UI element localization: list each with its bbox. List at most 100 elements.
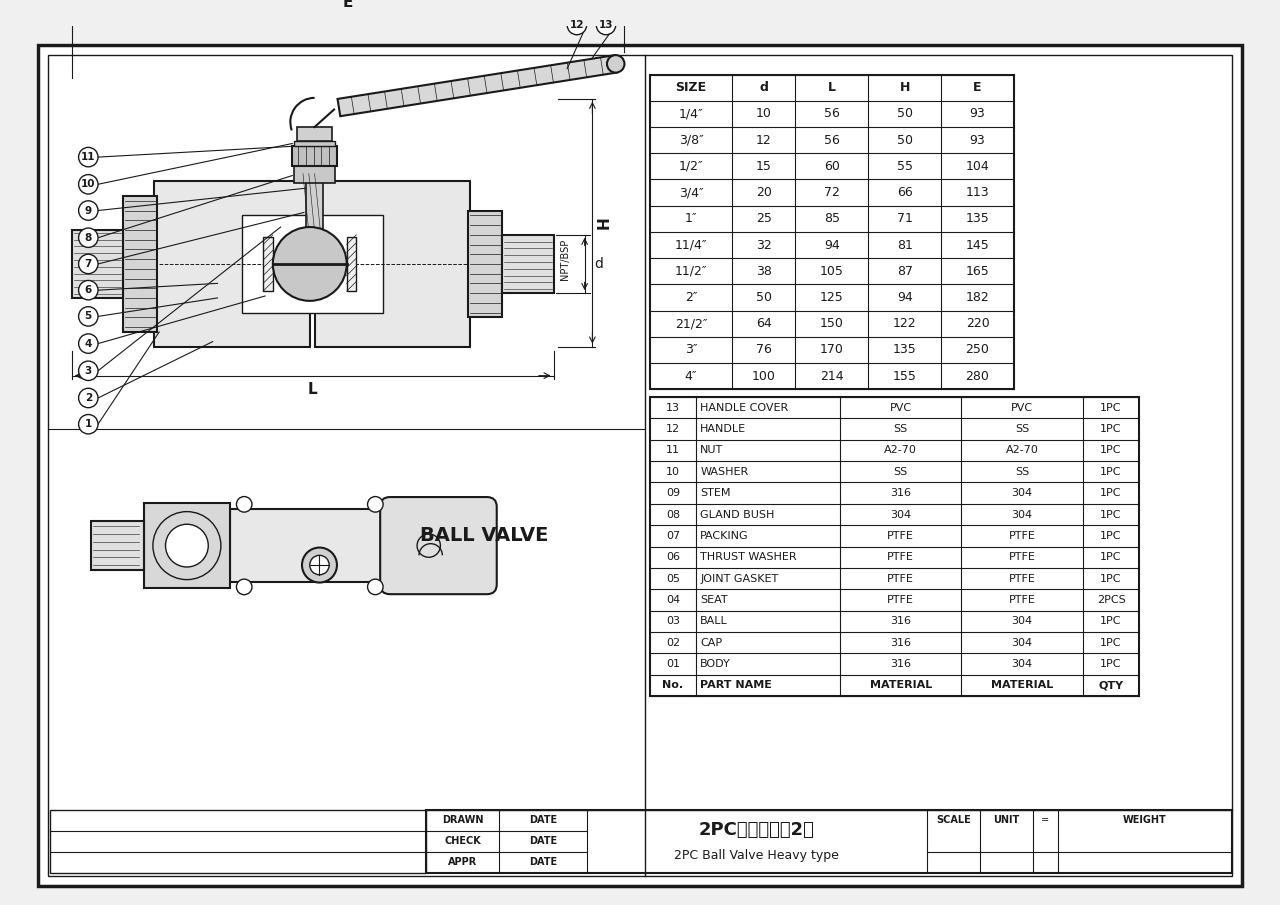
Text: =: = [1042,815,1050,825]
Text: 182: 182 [965,291,989,304]
Text: SCALE: SCALE [936,815,970,825]
Text: 1PC: 1PC [1101,424,1121,434]
Text: BALL VALVE: BALL VALVE [420,527,549,546]
Circle shape [78,175,99,194]
Text: 5: 5 [84,311,92,321]
Bar [294,166,335,184]
Circle shape [78,414,99,433]
Text: 94: 94 [824,239,840,252]
Text: 2″: 2″ [685,291,698,304]
Text: A2-70: A2-70 [1006,445,1038,455]
Text: MATERIAL: MATERIAL [869,681,932,691]
Text: 25: 25 [756,213,772,225]
Circle shape [273,227,347,300]
Text: 155: 155 [892,369,916,383]
Text: SEAT: SEAT [700,595,728,605]
Text: 2PC Ball Valve Heavy type: 2PC Ball Valve Heavy type [675,849,838,862]
Text: 11/2″: 11/2″ [675,265,708,278]
Text: 1PC: 1PC [1101,574,1121,584]
Text: WEIGHT: WEIGHT [1123,815,1167,825]
Bar [155,181,310,347]
Text: NPT/BSP: NPT/BSP [561,238,570,280]
Text: d: d [759,81,768,94]
Text: 20: 20 [756,186,772,199]
Circle shape [367,579,383,595]
Text: 71: 71 [897,213,913,225]
Text: 56: 56 [824,108,840,120]
Text: 1PC: 1PC [1101,616,1121,626]
Text: GLAND BUSH: GLAND BUSH [700,510,774,519]
Text: 12: 12 [570,20,584,30]
Text: 02: 02 [666,638,680,648]
Text: DRAWN: DRAWN [442,815,484,825]
Bar [123,196,157,332]
Text: A2-70: A2-70 [884,445,918,455]
Text: 11/4″: 11/4″ [675,239,708,252]
Text: E: E [343,0,353,10]
Text: 113: 113 [965,186,989,199]
Text: 1PC: 1PC [1101,510,1121,519]
Circle shape [78,281,99,300]
Text: 304: 304 [1011,659,1033,669]
Circle shape [367,497,383,512]
Text: 3″: 3″ [685,343,698,357]
Text: 76: 76 [756,343,772,357]
Text: 316: 316 [891,616,911,626]
Text: 1PC: 1PC [1101,531,1121,541]
Text: 12: 12 [666,424,680,434]
Text: 72: 72 [824,186,840,199]
Text: 06: 06 [666,552,680,562]
Text: 93: 93 [970,108,986,120]
Text: 3: 3 [84,366,92,376]
Text: 150: 150 [820,317,844,330]
Text: PART NAME: PART NAME [700,681,772,691]
Text: 304: 304 [890,510,911,519]
Text: 280: 280 [965,369,989,383]
Text: 15: 15 [756,160,772,173]
Text: 81: 81 [897,239,913,252]
Text: HANDLE: HANDLE [700,424,746,434]
Text: 93: 93 [970,134,986,147]
Text: 50: 50 [755,291,772,304]
Circle shape [78,228,99,247]
Text: PTFE: PTFE [887,574,914,584]
Text: DATE: DATE [529,815,557,825]
Text: 66: 66 [897,186,913,199]
Text: 135: 135 [893,343,916,357]
Text: PVC: PVC [1011,403,1033,413]
Text: UNIT: UNIT [993,815,1020,825]
Text: DATE: DATE [529,857,557,867]
Text: 4″: 4″ [685,369,698,383]
Text: L: L [828,81,836,94]
Circle shape [78,334,99,353]
Text: CAP: CAP [700,638,722,648]
Text: 8: 8 [84,233,92,243]
Circle shape [596,15,616,34]
Text: 1/4″: 1/4″ [678,108,703,120]
Text: PACKING: PACKING [700,531,749,541]
Text: 304: 304 [1011,488,1033,498]
Bar [294,140,335,147]
Text: 13: 13 [599,20,613,30]
Text: E: E [973,81,982,94]
Text: 1/2″: 1/2″ [678,160,703,173]
Bar [347,237,356,291]
Text: 2PC球阀（模具2）: 2PC球阀（模具2） [699,821,814,839]
Circle shape [607,55,625,72]
Text: 07: 07 [666,531,680,541]
Text: 09: 09 [666,488,680,498]
Circle shape [165,524,209,567]
Text: 03: 03 [666,616,680,626]
Text: 304: 304 [1011,638,1033,648]
Text: PTFE: PTFE [1009,574,1036,584]
Text: 1PC: 1PC [1101,445,1121,455]
Text: HANDLE COVER: HANDLE COVER [700,403,788,413]
Text: 250: 250 [965,343,989,357]
Bar [426,810,1233,873]
Text: PVC: PVC [890,403,911,413]
Text: BODY: BODY [700,659,731,669]
Bar [264,237,273,291]
Text: 11: 11 [81,152,96,162]
Text: 38: 38 [756,265,772,278]
Bar [72,230,123,298]
